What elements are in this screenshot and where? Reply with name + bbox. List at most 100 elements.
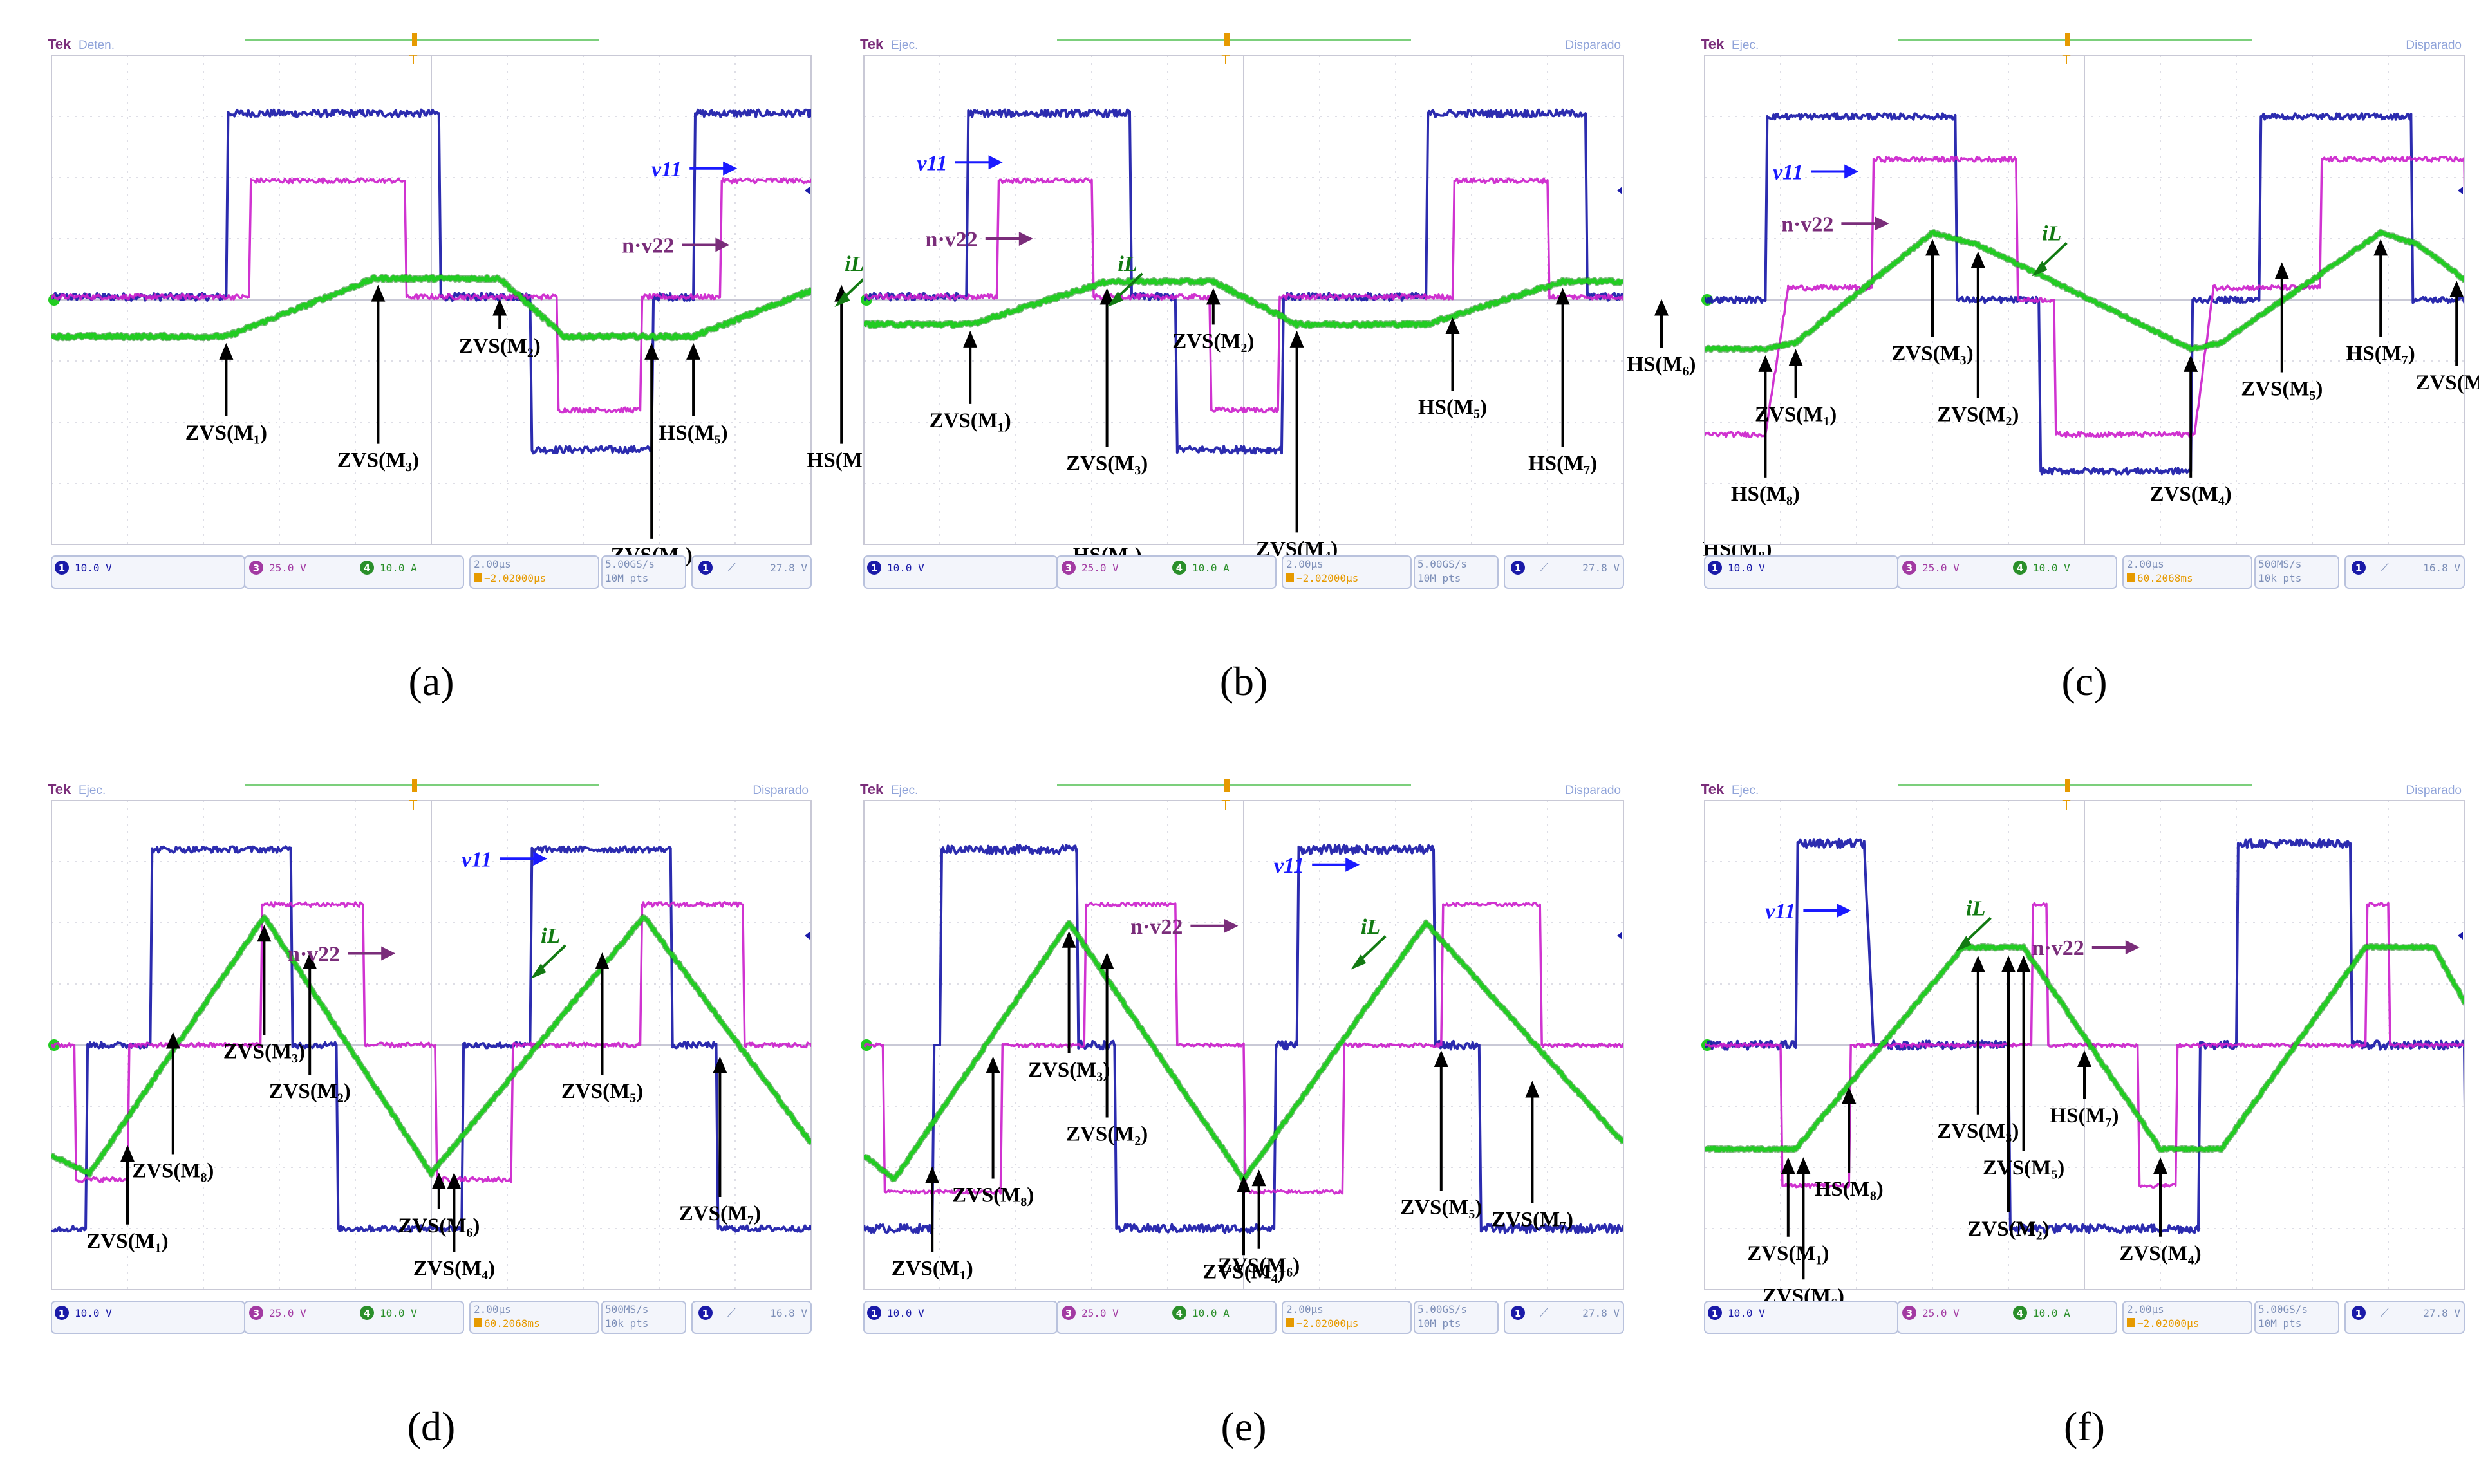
trace-group	[1705, 112, 2464, 476]
trigger-source-badge-icon-digit: 1	[2355, 562, 2362, 574]
marker-label: ZVS(M₅)	[2241, 378, 2323, 401]
trigger-t-icon: T	[1221, 797, 1230, 813]
callout-arrowhead-icon	[715, 237, 730, 252]
timebase-box	[2122, 1301, 2252, 1334]
marker-arrowhead-icon	[165, 1032, 180, 1049]
marker-label: ZVS(M₂)	[1172, 329, 1254, 353]
marker-arrowhead-icon	[2373, 239, 2388, 256]
callout-arrowhead-icon	[2125, 940, 2140, 954]
ch3-ch4-readout-box	[1897, 555, 2117, 589]
scope-panel-c: Tek Ejec. Disparado T HS(M₈) ZVS(M₁) ZVS(M₃) ZV…	[1701, 33, 2479, 704]
record-length-value: 10M pts	[2258, 1317, 2301, 1330]
trigger-level-value: 16.8 V	[2423, 562, 2460, 574]
subfigure-caption: (e)	[1221, 1404, 1266, 1449]
marker-label: HS(M₇)	[2050, 1104, 2119, 1127]
callout-arrowhead-icon	[723, 161, 738, 176]
marker-arrowhead-icon	[925, 1166, 940, 1183]
trigger-source-badge-icon-digit: 1	[1515, 1308, 1521, 1319]
callout-arrowhead-icon	[1956, 936, 1972, 952]
callout-v11-label: v11	[1274, 854, 1304, 878]
ch3-scale: 25.0 V	[269, 1307, 306, 1319]
scope-brand-label: Tek	[860, 36, 884, 52]
subfigure-caption: (d)	[407, 1404, 456, 1449]
rate-box	[2254, 555, 2339, 589]
trigger-source-badge-icon	[2352, 1306, 2366, 1320]
ch4-scale: 10.0 A	[1192, 562, 1230, 574]
ch4-scale: 10.0 V	[380, 1307, 417, 1319]
scope-status-bar: 1 10.0 V 3 25.0 V 4 10.0 V 2.00µs 60.2068ms 500M…	[51, 1301, 812, 1334]
ch3-ch4-readout-box	[1056, 555, 1277, 589]
ch1-badge-icon	[867, 1306, 881, 1320]
delay-value: −2.02000µs	[2137, 1317, 2199, 1330]
trace-nv22	[864, 901, 1623, 1195]
ch1-badge-icon-digit: 1	[59, 1308, 65, 1319]
marker-label: ZVS(M₅)	[1983, 1156, 2064, 1180]
ch3-badge-icon	[1902, 561, 1916, 575]
marker-arrowhead-icon	[963, 330, 978, 348]
ch3-badge-icon	[249, 1306, 263, 1320]
delay-value: −2.02000µs	[1296, 572, 1358, 584]
callout-arrowhead-icon	[2032, 261, 2048, 277]
marker-arrowhead-icon	[120, 1145, 135, 1162]
rate-box	[601, 555, 686, 589]
marker-arrowhead-icon	[1525, 1081, 1540, 1098]
subfigure-caption: (f)	[2064, 1404, 2105, 1449]
scope-trigger-status: Disparado	[2406, 784, 2462, 797]
marker-label: ZVS(M₇)	[1492, 1209, 1573, 1232]
timebase-value: 2.00µs	[2127, 558, 2164, 570]
trigger-source-badge-icon	[698, 561, 713, 575]
scope-brand-label: Tek	[860, 781, 884, 797]
trigger-source-badge-icon-digit: 1	[702, 1308, 709, 1319]
trigger-source-badge-icon	[698, 1306, 713, 1320]
scope-brand-label: Tek	[48, 36, 71, 52]
marker-arrowhead-icon	[1445, 317, 1460, 334]
marker-arrowhead-icon	[2001, 955, 2016, 972]
delay-icon	[1286, 1318, 1294, 1327]
delay-value: −2.02000µs	[1296, 1317, 1358, 1330]
ch1-badge-icon-digit: 1	[1712, 1308, 1718, 1319]
ch3-badge-icon	[1062, 1306, 1076, 1320]
ch1-badge-icon	[1708, 561, 1722, 575]
level-arrow-icon	[2458, 932, 2463, 940]
trace-iL	[1705, 944, 2464, 1153]
trigger-t-icon: T	[2062, 52, 2071, 68]
scope-run-state: Ejec.	[79, 784, 106, 797]
trace-iL	[51, 275, 811, 340]
marker-label: ZVS(M₄)	[1202, 1260, 1284, 1283]
record-length-value: 10M pts	[1417, 572, 1461, 584]
marker-arrowhead-icon	[257, 925, 272, 942]
sample-rate-value: 5.00GS/s	[1417, 1303, 1467, 1315]
trace-group	[1705, 837, 2464, 1234]
marker-label: ZVS(M₂)	[1967, 1218, 2049, 1241]
marker-arrowhead-icon	[1970, 955, 1985, 972]
trace-v11	[864, 844, 1623, 1234]
trace-nv22	[51, 177, 811, 414]
rising-edge-icon: ⟋	[2381, 561, 2389, 575]
marker-label: HS(M₅)	[659, 422, 728, 445]
callout-arrowhead-icon	[988, 155, 1003, 170]
callout-iL-label: iL	[845, 252, 864, 276]
rising-edge-icon: ⟋	[727, 561, 736, 575]
marker-arrowhead-icon	[595, 952, 610, 969]
marker-label: ZVS(M₈)	[132, 1160, 214, 1183]
ch1-badge-icon-digit: 1	[59, 562, 65, 574]
callout-arrowhead-icon	[1018, 232, 1033, 246]
ch4-scale: 10.0 A	[2033, 1307, 2070, 1319]
record-length-value: 10M pts	[1417, 1317, 1461, 1330]
marker-label: ZVS(M₄)	[413, 1257, 495, 1281]
trigger-t-icon: T	[409, 52, 418, 68]
delay-value: 60.2068ms	[2137, 572, 2193, 584]
callout-nv22-label: n·v22	[288, 943, 340, 967]
callout-arrowhead-icon	[1875, 216, 1889, 231]
scope-trigger-status: Disparado	[1565, 784, 1621, 797]
callout-arrowhead-icon	[1351, 954, 1367, 970]
timebase-box	[2122, 555, 2252, 589]
delay-icon	[2127, 1318, 2135, 1327]
trigger-box	[691, 555, 812, 589]
marker-arrowhead-icon	[2153, 1157, 2167, 1174]
timebase-value: 2.00µs	[1286, 1303, 1324, 1315]
delay-icon	[1286, 573, 1294, 582]
trace-v11	[51, 845, 811, 1233]
trigger-level-value: 27.8 V	[1582, 562, 1620, 574]
ch1-badge-icon-digit: 1	[1712, 562, 1718, 574]
